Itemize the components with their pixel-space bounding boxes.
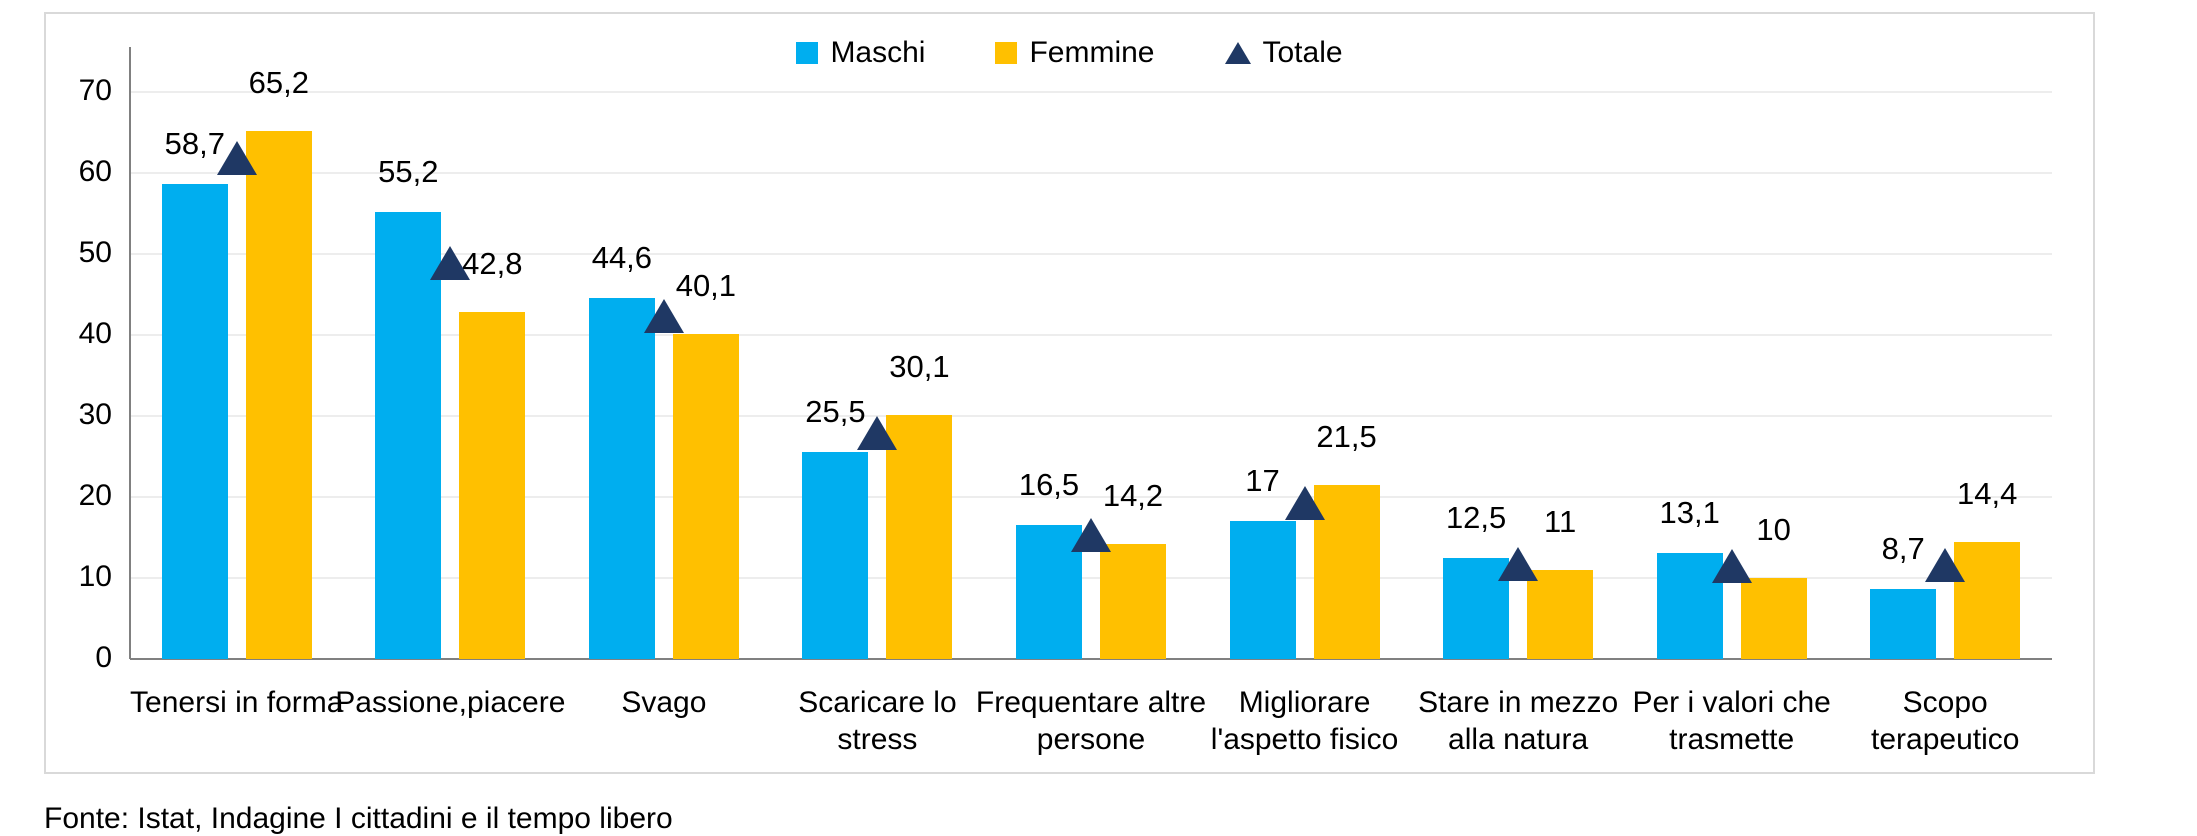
bar-femmine: [245, 130, 312, 659]
gridline: [130, 253, 2052, 255]
totale-triangle-marker: [1498, 547, 1539, 582]
x-axis-label: Scopo terapeutico: [1871, 686, 2020, 756]
legend-label-femmine: Femmine: [1029, 36, 1155, 69]
totale-triangle-marker: [1711, 548, 1752, 583]
y-axis-line: [129, 47, 131, 659]
chart-container: Maschi Femmine Totale 0 10 20 30 40 50 60 70 58,…: [44, 12, 2095, 774]
y-tick-label: 20: [78, 479, 112, 512]
bar-label-femmine: 10: [1756, 512, 1791, 547]
bar-maschi: [375, 211, 442, 659]
x-axis-label: Frequentare altre persone: [975, 686, 1207, 756]
bar-label-maschi: 8,7: [1881, 530, 1925, 566]
bar-label-maschi: 16,5: [1018, 467, 1080, 503]
bar-label-maschi: 58,7: [164, 125, 225, 161]
x-axis-line: [130, 658, 2052, 660]
chart-legend: Maschi Femmine Totale: [46, 36, 2093, 70]
bar-label-femmine: 30,1: [889, 349, 950, 385]
totale-triangle-marker: [1925, 548, 1966, 583]
gridline: [130, 577, 2052, 579]
x-axis-label: Svago: [621, 686, 707, 719]
bar-label-femmine: 11: [1544, 503, 1577, 539]
bar-label-maschi: 13,1: [1659, 494, 1720, 530]
bar-label-maschi: 44,6: [591, 239, 653, 275]
legend-item-totale: Totale: [1224, 36, 1343, 70]
bar-label-maschi: 12,5: [1445, 499, 1507, 535]
y-tick-label: 10: [78, 560, 112, 593]
bar-label-maschi: 17: [1245, 463, 1280, 499]
legend-label-totale: Totale: [1262, 36, 1343, 69]
bar-maschi: [1229, 521, 1296, 659]
bar-maschi: [802, 452, 869, 659]
totale-triangle-marker: [216, 140, 257, 175]
totale-triangle-marker: [430, 245, 471, 280]
femmine-swatch-icon: [995, 42, 1018, 64]
y-tick-label: 50: [78, 236, 112, 269]
bar-maschi: [588, 297, 655, 659]
x-axis-label: Tenersi in forma: [130, 686, 344, 719]
gridline: [130, 496, 2052, 498]
totale-triangle-marker: [1071, 518, 1111, 553]
bar-maschi: [161, 183, 228, 659]
y-tick-label: 60: [78, 155, 112, 188]
totale-triangle-marker: [643, 299, 684, 334]
y-tick-label: 30: [78, 398, 112, 431]
legend-label-maschi: Maschi: [830, 36, 926, 69]
y-tick-label: 0: [95, 641, 112, 674]
source-note: Fonte: Istat, Indagine I cittadini e il …: [44, 802, 673, 835]
bar-femmine: [1954, 542, 2021, 659]
bar-femmine: [672, 334, 739, 659]
plot-area: 0 10 20 30 40 50 60 70 58,7 65,2 Tenersi in forma 5…: [46, 14, 2093, 772]
bar-label-femmine: 42,8: [462, 246, 523, 282]
bar-label-femmine: 14,2: [1102, 477, 1164, 513]
bar-label-femmine: 65,2: [248, 64, 309, 100]
bar-label-femmine: 21,5: [1316, 418, 1377, 454]
bar-femmine: [459, 312, 526, 659]
legend-item-femmine: Femmine: [995, 36, 1155, 70]
totale-triangle-marker: [1284, 485, 1325, 520]
totale-triangle-icon: [1224, 42, 1251, 64]
x-axis-label: Scaricare lo stress: [798, 686, 957, 756]
maschi-swatch-icon: [796, 42, 819, 64]
x-axis-label: Passione,piacere: [335, 686, 566, 719]
bar-label-maschi: 55,2: [378, 153, 439, 189]
bar-femmine: [1100, 543, 1166, 659]
bar-label-femmine: 14,4: [1957, 476, 2018, 512]
gridline: [130, 415, 2052, 417]
bar-femmine: [1527, 569, 1594, 659]
x-axis-label: Stare in mezzo alla natura: [1418, 686, 1619, 756]
bar-label-femmine: 40,1: [675, 268, 737, 304]
bar-label-maschi: 25,5: [805, 394, 866, 430]
y-tick-label: 70: [78, 74, 112, 107]
bar-femmine: [1313, 484, 1380, 659]
x-axis-label: Migliorare l'aspetto fisico: [1210, 686, 1399, 756]
bar-maschi: [1870, 588, 1937, 659]
gridline: [130, 91, 2052, 93]
y-tick-label: 40: [78, 317, 112, 350]
totale-triangle-marker: [857, 416, 898, 450]
bar-femmine: [1740, 578, 1807, 659]
x-axis-label: Per i valori che trasmette: [1632, 686, 1831, 756]
legend-item-maschi: Maschi: [796, 36, 925, 70]
gridline: [130, 172, 2052, 174]
gridline: [130, 334, 2052, 336]
bar-femmine: [886, 415, 953, 659]
